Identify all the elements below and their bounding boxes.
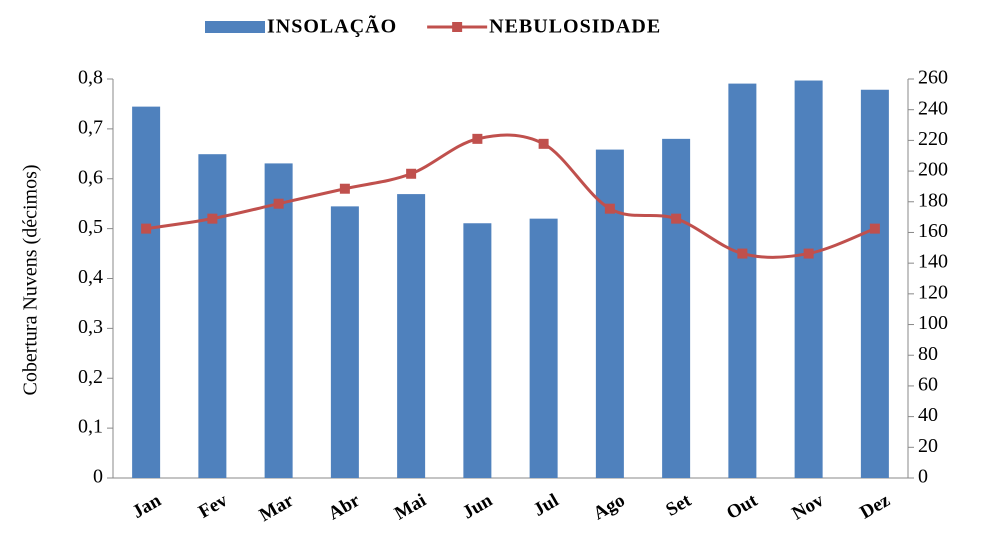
legend-swatch [205,21,265,33]
marker [671,213,682,224]
x-tick-label: Mar [256,490,298,526]
y2-tick-label: 80 [918,343,938,365]
y-tick-label: 0 [93,466,103,488]
marker [803,248,814,259]
x-tick-label: Fev [195,490,232,523]
x-tick-label: Abr [325,490,364,525]
y2-tick-label: 260 [918,67,948,89]
y-tick-label: 0,7 [78,116,103,138]
legend-swatch [452,22,463,32]
y-tick-label: 0,5 [78,216,103,238]
y-tick-label: 0,3 [78,316,103,338]
bar [264,163,293,478]
bar [662,138,691,478]
bar [529,218,558,478]
marker [472,133,483,144]
y-axis-title: Cobertura Nuvens (décimos) [20,164,42,395]
x-tick-label: Mai [391,490,430,525]
marker [737,248,748,259]
x-tick-label: Ago [590,490,629,525]
bar [463,223,492,478]
y2-tick-label: 200 [918,159,948,181]
y2-tick-label: 140 [918,251,948,273]
bar [595,149,624,479]
marker [339,183,350,194]
x-tick-label: Dez [857,490,894,524]
marker [538,138,549,149]
bar [794,80,823,479]
x-tick-label: Out [723,490,762,524]
bar [132,106,161,478]
y2-tick-label: 100 [918,312,948,334]
x-tick-label: Jul [530,490,562,521]
marker [273,198,284,209]
y-tick-label: 0,1 [78,416,103,438]
marker [869,223,880,234]
y2-tick-label: 120 [918,281,948,303]
y-tick-label: 0,8 [78,67,103,89]
y-tick-label: 0,2 [78,366,103,388]
bar [198,154,227,478]
y2-tick-label: 220 [918,128,948,150]
line [145,133,876,259]
bar [860,89,889,478]
x-tick-label: Jun [459,490,496,524]
y-tick-label: 0,4 [78,266,103,288]
x-tick-label: Set [662,490,695,521]
bar [397,194,426,478]
x-tick-label: Jan [129,490,165,523]
y2-tick-label: 240 [918,97,948,119]
bar [728,83,757,478]
y2-tick-label: 0 [918,466,928,488]
marker [604,203,615,214]
y2-tick-label: 160 [918,220,948,242]
y-tick-label: 0,6 [78,166,103,188]
bar [330,206,359,478]
marker [141,223,152,234]
y2-tick-label: 60 [918,374,938,396]
y2-tick-label: 180 [918,189,948,211]
legend-label: NEBULOSIDADE [489,16,661,38]
marker [406,168,417,179]
legend-label: INSOLAÇÃO [267,15,397,38]
y2-tick-label: 40 [918,404,938,426]
x-tick-label: Nov [788,490,827,525]
marker [207,213,218,224]
y2-tick-label: 20 [918,435,938,457]
